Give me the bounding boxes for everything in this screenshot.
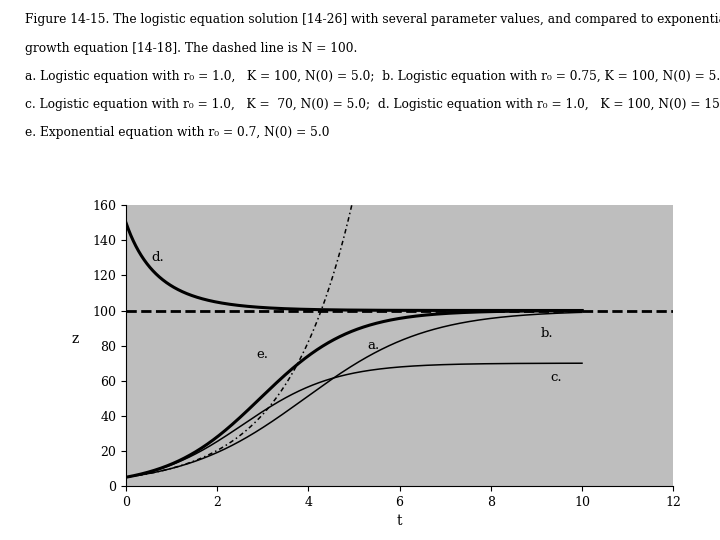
Text: a.: a. bbox=[368, 339, 380, 352]
Text: b.: b. bbox=[541, 327, 554, 340]
Text: e. Exponential equation with r₀ = 0.7, N(0) = 5.0: e. Exponential equation with r₀ = 0.7, N… bbox=[25, 126, 330, 139]
Y-axis label: z: z bbox=[72, 332, 79, 346]
X-axis label: t: t bbox=[397, 514, 402, 528]
Text: a. Logistic equation with r₀ = 1.0,   K = 100, N(0) = 5.0;  b. Logistic equation: a. Logistic equation with r₀ = 1.0, K = … bbox=[25, 70, 720, 83]
Text: c. Logistic equation with r₀ = 1.0,   K =  70, N(0) = 5.0;  d. Logistic equation: c. Logistic equation with r₀ = 1.0, K = … bbox=[25, 98, 720, 111]
Text: Figure 14-15. The logistic equation solution [14-26] with several parameter valu: Figure 14-15. The logistic equation solu… bbox=[25, 14, 720, 26]
Text: e.: e. bbox=[256, 348, 268, 361]
Text: d.: d. bbox=[151, 251, 164, 265]
Text: growth equation [14-18]. The dashed line is N = 100.: growth equation [14-18]. The dashed line… bbox=[25, 42, 358, 55]
Text: c.: c. bbox=[550, 370, 562, 384]
